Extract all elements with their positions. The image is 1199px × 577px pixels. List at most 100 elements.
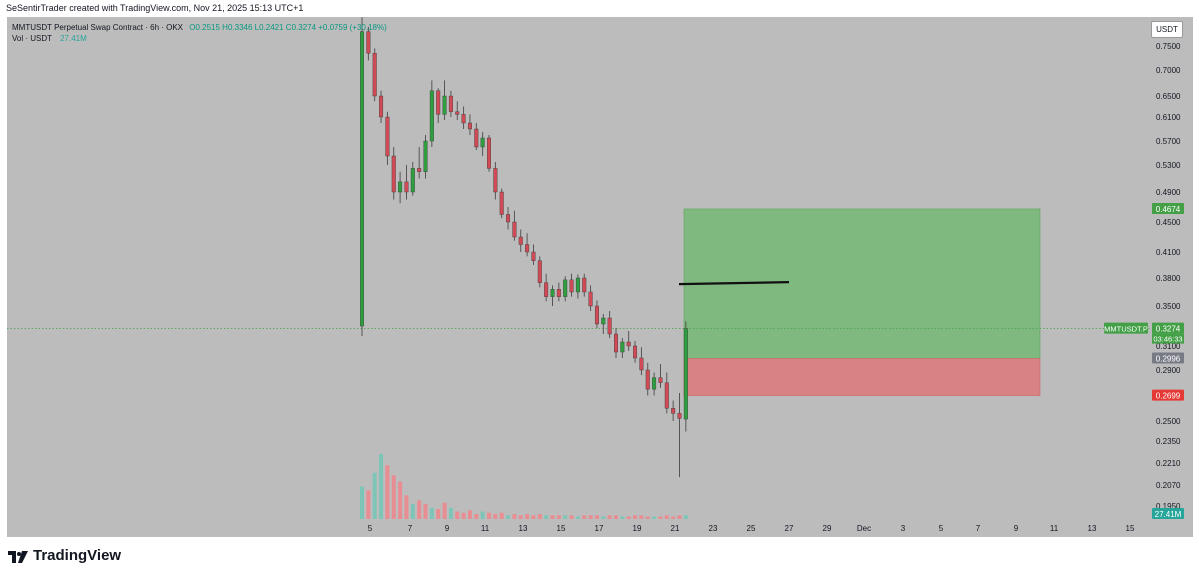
candle-body	[620, 341, 625, 353]
volume-bar	[360, 486, 364, 519]
volume-bar	[525, 514, 530, 519]
candle-body	[671, 408, 676, 414]
volume-bar	[550, 515, 555, 519]
volume-bar	[588, 515, 593, 519]
volume-bar	[594, 515, 599, 519]
y-tick-label: 0.6500	[1156, 92, 1181, 101]
candle-body	[448, 95, 453, 112]
y-tick-label: 0.2900	[1156, 366, 1181, 375]
candle-body	[658, 377, 663, 383]
volume-bar	[556, 515, 561, 519]
candle-body	[594, 305, 599, 325]
ohlc-values: O0.2515 H0.3346 L0.2421 C0.3274 +0.0759 …	[189, 23, 387, 32]
volume-bar	[544, 515, 549, 519]
symbol-name[interactable]: MMTUSDT Perpetual Swap Contract · 6h · O…	[12, 23, 184, 32]
candle-body	[499, 191, 504, 215]
candle-body	[569, 279, 574, 293]
price-label-text: 0.4674	[1156, 205, 1181, 214]
x-tick-label: 29	[823, 524, 832, 533]
volume-bar	[518, 515, 523, 519]
candle-body	[652, 377, 657, 390]
y-tick-label: 0.3500	[1156, 302, 1181, 311]
price-label-bg	[1152, 389, 1184, 401]
candle-body	[664, 382, 669, 409]
candle-body	[537, 260, 542, 283]
y-tick-label: 0.7000	[1156, 66, 1181, 75]
volume-bar	[614, 515, 618, 519]
volume-label[interactable]: Vol · USDT	[12, 34, 52, 43]
stop-zone	[683, 358, 1041, 396]
volume-bar	[417, 500, 422, 519]
legend-volume-row: Vol · USDT 27.41M	[12, 33, 387, 44]
candle-body	[601, 317, 606, 325]
candle-body	[607, 317, 612, 335]
currency-unit-button[interactable]: USDT	[1151, 21, 1183, 38]
volume-bar	[391, 475, 396, 519]
logo-text: TradingView	[33, 547, 122, 564]
candle-body	[467, 122, 472, 130]
candle-body	[582, 277, 587, 293]
volume-bar	[601, 516, 606, 519]
volume-bar	[448, 507, 453, 519]
volume-bar	[429, 507, 434, 519]
price-label-bg	[1152, 352, 1184, 364]
candle-body	[550, 289, 555, 297]
volume-bar	[493, 514, 498, 519]
price-label-bg	[1152, 322, 1184, 334]
candle-body	[423, 140, 428, 172]
price-label-text: 0.2699	[1156, 392, 1181, 401]
candle-body	[544, 282, 549, 297]
volume-bar	[531, 515, 536, 519]
candle-body	[512, 221, 517, 238]
x-tick-label: 19	[633, 524, 642, 533]
tradingview-logo: TradingView	[8, 547, 121, 564]
volume-bar	[575, 516, 580, 519]
symbol-tag-text: MMTUSDT.P	[1104, 325, 1148, 334]
volume-bar	[639, 515, 644, 519]
volume-bar	[652, 516, 657, 519]
x-tick-label: 3	[901, 524, 906, 533]
y-tick-label: 0.2070	[1156, 481, 1181, 490]
x-tick-label: 13	[519, 524, 528, 533]
price-label-bg	[1152, 508, 1184, 519]
volume-bar	[379, 454, 384, 519]
volume-bar	[658, 516, 663, 519]
candle-body	[379, 95, 384, 118]
y-tick-label: 0.2210	[1156, 459, 1181, 468]
candle-body	[417, 168, 422, 172]
candle-body	[455, 111, 460, 115]
y-tick-label: 0.5300	[1156, 161, 1181, 170]
legend-symbol-row: MMTUSDT Perpetual Swap Contract · 6h · O…	[12, 22, 387, 33]
x-tick-label: 11	[481, 524, 490, 533]
y-tick-label: 0.7500	[1156, 42, 1181, 51]
candle-body	[588, 291, 593, 307]
candle-body	[525, 244, 530, 253]
chart-legend: MMTUSDT Perpetual Swap Contract · 6h · O…	[12, 22, 387, 44]
candle-body	[398, 181, 403, 193]
y-tick-label: 0.4500	[1156, 218, 1181, 227]
volume-bar	[664, 515, 669, 519]
candle-body	[614, 333, 619, 353]
candle-body	[429, 90, 434, 142]
x-tick-label: 5	[368, 524, 373, 533]
candle-body	[391, 155, 396, 193]
volume-bar	[385, 465, 390, 519]
x-tick-label: 27	[785, 524, 794, 533]
volume-bar	[626, 516, 631, 519]
countdown-bg	[1152, 333, 1184, 344]
candle-body	[410, 168, 415, 193]
price-label-text: 0.3274	[1156, 325, 1181, 334]
candle-body	[626, 341, 631, 347]
y-tick-label: 0.4100	[1156, 248, 1181, 257]
tradingview-logo-icon	[8, 550, 28, 563]
volume-bar	[480, 511, 485, 519]
candle-body	[518, 236, 523, 245]
volume-bar	[404, 495, 409, 519]
candle-body	[645, 369, 650, 390]
candle-body	[474, 128, 479, 148]
credit-text: SeSentirTrader created with TradingView.…	[6, 3, 304, 13]
volume-bar	[455, 511, 460, 519]
x-tick-label: 15	[1126, 524, 1135, 533]
y-tick-label: 0.4900	[1156, 188, 1181, 197]
